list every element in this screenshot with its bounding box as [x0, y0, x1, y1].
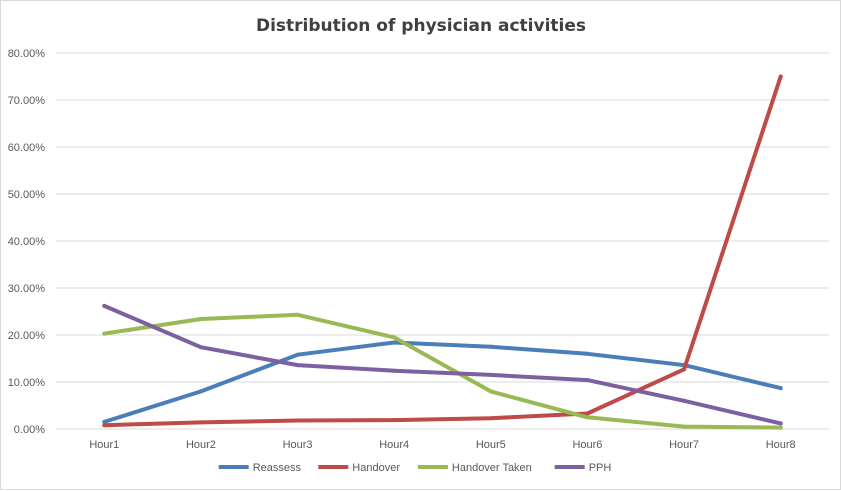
- data-point-reassess: [488, 344, 493, 349]
- legend-item: Handover Taken: [417, 462, 532, 474]
- x-tick-label: Hour5: [476, 439, 506, 451]
- y-tick-label: 0.00%: [14, 424, 45, 436]
- y-tick-label: 30.00%: [8, 283, 46, 295]
- series-lines: [102, 74, 783, 430]
- data-point-handover-taken: [585, 415, 590, 420]
- data-point-handover: [295, 418, 300, 423]
- data-point-handover: [682, 367, 687, 372]
- data-point-reassess: [392, 340, 397, 345]
- series-line-reassess: [102, 340, 783, 424]
- y-tick-label: 70.00%: [8, 95, 46, 107]
- data-point-handover-taken: [392, 335, 397, 340]
- data-point-handover: [392, 418, 397, 423]
- legend: Reassess Handover Handover Taken PPH: [218, 462, 612, 474]
- chart-title: Distribution of physician activities: [256, 16, 586, 36]
- legend-item: Handover: [318, 462, 400, 474]
- legend-item: PPH: [554, 462, 612, 474]
- legend-item: Reassess: [218, 462, 302, 474]
- y-tick-label: 60.00%: [8, 142, 46, 154]
- y-axis-ticks: 0.00% 10.00% 20.00% 30.00% 40.00% 50.00% 60.00…: [8, 48, 46, 436]
- y-tick-label: 10.00%: [8, 377, 46, 389]
- legend-label: PPH: [589, 462, 612, 474]
- gridlines: [56, 52, 829, 430]
- data-point-reassess: [778, 386, 783, 391]
- data-point-handover: [778, 74, 783, 79]
- data-point-handover-taken: [102, 331, 107, 336]
- data-point-reassess: [295, 352, 300, 357]
- data-point-pph: [585, 378, 590, 383]
- data-point-pph: [488, 372, 493, 377]
- data-point-pph: [102, 303, 107, 308]
- x-tick-label: Hour7: [669, 439, 699, 451]
- data-point-pph: [198, 345, 203, 350]
- series-line-handover-taken: [102, 312, 783, 430]
- data-point-pph: [295, 363, 300, 368]
- data-point-handover-taken: [488, 389, 493, 394]
- x-tick-label: Hour1: [89, 439, 119, 451]
- x-tick-label: Hour4: [379, 439, 409, 451]
- legend-label: Reassess: [253, 462, 302, 474]
- data-point-handover-taken: [682, 424, 687, 429]
- series-line-pph: [102, 303, 783, 426]
- data-point-pph: [778, 421, 783, 426]
- data-point-reassess: [198, 389, 203, 394]
- data-point-reassess: [585, 351, 590, 356]
- data-point-reassess: [102, 419, 107, 424]
- data-point-handover-taken: [198, 317, 203, 322]
- data-point-handover: [198, 420, 203, 425]
- x-tick-label: Hour3: [283, 439, 313, 451]
- x-axis-ticks: Hour1 Hour2 Hour3 Hour4 Hour5 Hour6 Hour7 Hour8: [89, 439, 795, 451]
- data-point-handover-taken: [778, 425, 783, 430]
- x-tick-label: Hour2: [186, 439, 216, 451]
- y-tick-label: 40.00%: [8, 236, 46, 248]
- y-tick-label: 50.00%: [8, 189, 46, 201]
- y-tick-label: 80.00%: [8, 48, 46, 60]
- y-tick-label: 20.00%: [8, 330, 46, 342]
- data-point-pph: [392, 368, 397, 373]
- series-line-handover: [102, 74, 783, 428]
- x-tick-label: Hour8: [766, 439, 796, 451]
- data-point-pph: [682, 398, 687, 403]
- legend-label: Handover Taken: [452, 462, 532, 474]
- data-point-handover: [488, 416, 493, 421]
- x-tick-label: Hour6: [572, 439, 602, 451]
- data-point-handover: [102, 423, 107, 428]
- legend-label: Handover: [352, 462, 400, 474]
- data-point-handover-taken: [295, 312, 300, 317]
- data-point-handover: [585, 411, 590, 416]
